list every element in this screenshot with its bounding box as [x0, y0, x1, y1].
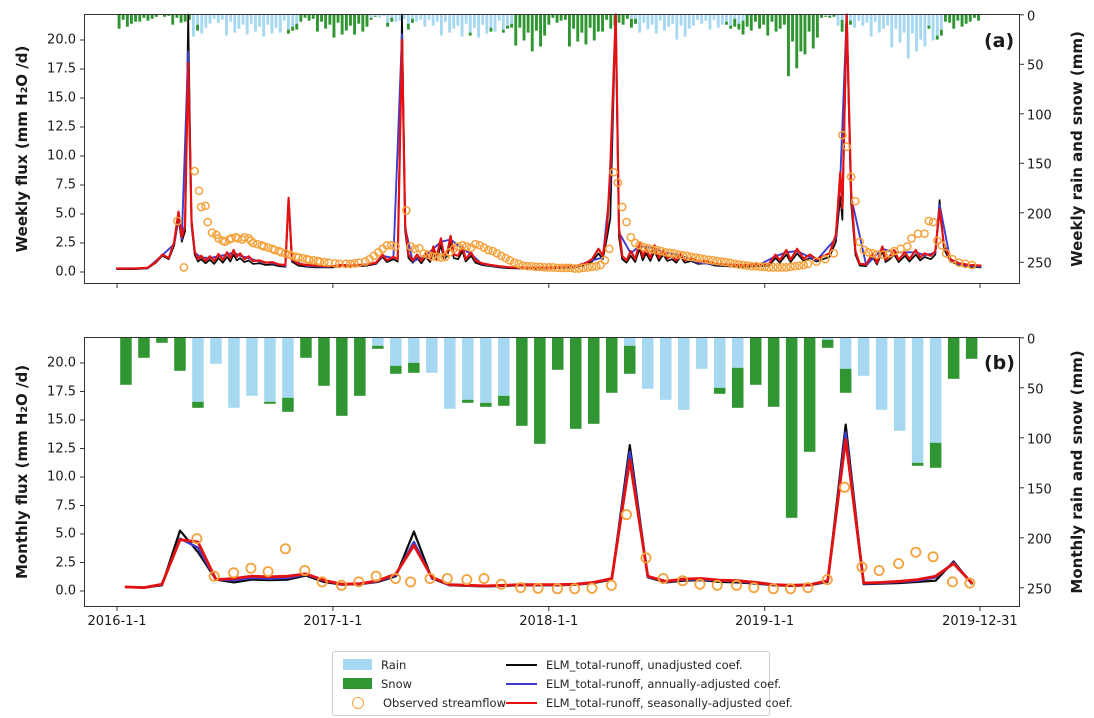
flux-tick-label: 2.5	[55, 235, 76, 251]
legend-item-label: Snow	[381, 676, 413, 691]
black-line-swatch-icon	[505, 663, 537, 666]
flux-tick-label: 0.0	[55, 583, 76, 599]
legend-item-snow: Snow	[343, 675, 506, 693]
precip-tick-label: 100	[1027, 108, 1052, 124]
runoff-line-1	[116, 13, 982, 270]
flux-tick-label: 15.0	[47, 412, 76, 428]
panel-a-flux-axis-title: Weekly flux (mm H₂O /d)	[13, 45, 31, 253]
precip-tick-label: 50	[1027, 382, 1044, 398]
precip-tick-label: 200	[1027, 207, 1052, 223]
observed-streamflow-marker-icon	[352, 696, 364, 709]
flux-tick-label: 17.5	[47, 61, 76, 77]
flux-tick-label: 10.0	[47, 469, 76, 485]
panel-a-label: (a)	[984, 30, 1015, 52]
flux-tick-label: 7.5	[55, 177, 76, 193]
panel-border	[84, 337, 1020, 607]
date-tick-label: 2016-1-1	[87, 614, 147, 629]
legend-column-precip: Rain Snow Observed streamflow	[343, 656, 506, 712]
legend-item-observed: Observed streamflow	[343, 694, 506, 712]
precip-tick-label: 150	[1027, 482, 1052, 498]
date-tick-label: 2018-1-1	[519, 614, 579, 629]
date-tick-label: 2019-1-1	[735, 614, 795, 629]
observed-streamflow-points	[173, 130, 977, 273]
legend-item-label: Observed streamflow	[383, 695, 506, 710]
runoff-line-2	[124, 438, 973, 590]
flux-tick-label: 7.5	[55, 498, 76, 513]
runoff-line-2	[115, 13, 982, 270]
flux-tick-label: 12.5	[47, 119, 76, 135]
precip-tick-label: 250	[1027, 582, 1052, 598]
legend-item-label: ELM_total-runoff, seasonally-adjusted co…	[545, 695, 793, 710]
snow-swatch-icon	[343, 678, 372, 689]
precip-bars-group	[117, 14, 980, 77]
panel-b-precip-axis-title: Monthly rain and snow (mm)	[1068, 350, 1086, 594]
date-tick-label: 2017-1-1	[303, 614, 363, 629]
panel-b-label: (b)	[984, 352, 1015, 374]
flux-tick-label: 15.0	[47, 90, 76, 106]
precip-tick-label: 50	[1027, 58, 1044, 74]
red-line-swatch-icon	[505, 701, 537, 704]
legend-item-label: ELM_total-runoff, unadjusted coef.	[545, 657, 743, 672]
date-tick-label: 2019-12-31	[942, 614, 1018, 629]
flux-tick-label: 20.0	[47, 355, 76, 371]
legend-column-runoff: ELM_total-runoff, unadjusted coef. ELM_t…	[505, 656, 793, 712]
flux-tick-label: 5.0	[55, 206, 76, 222]
flux-tick-label: 2.5	[55, 555, 76, 570]
panel-border	[84, 14, 1020, 284]
flux-tick-label: 12.5	[47, 441, 76, 456]
panel-a-plot	[80, 13, 1024, 288]
flux-tick-label: 20.0	[47, 32, 76, 48]
precip-tick-label: 0	[1027, 9, 1036, 25]
legend-item-label: ELM_total-runoff, annually-adjusted coef…	[545, 676, 782, 691]
rain-swatch-icon	[343, 659, 372, 670]
runoff-line-0	[116, 13, 982, 270]
legend-item-label: Rain	[381, 657, 407, 672]
precip-bars-group	[120, 337, 978, 518]
precip-tick-label: 150	[1027, 157, 1052, 173]
flux-tick-label: 0.0	[55, 264, 76, 280]
legend-item-unadjusted: ELM_total-runoff, unadjusted coef.	[505, 656, 793, 674]
legend-item-seasonally-adjusted: ELM_total-runoff, seasonally-adjusted co…	[505, 694, 793, 712]
observed-streamflow-points	[191, 481, 976, 595]
flux-tick-label: 5.0	[55, 526, 76, 542]
blue-line-swatch-icon	[505, 682, 537, 685]
precip-tick-label: 0	[1027, 332, 1036, 348]
flux-tick-label: 10.0	[47, 148, 76, 164]
panel-b-flux-axis-title: Monthly flux (mm H₂O /d)	[13, 364, 31, 580]
panel-b-plot	[80, 337, 1024, 611]
legend-item-annually-adjusted: ELM_total-runoff, annually-adjusted coef…	[505, 675, 793, 693]
legend: Rain Snow Observed streamflow ELM_total-…	[332, 651, 793, 716]
flux-tick-label: 17.5	[47, 384, 76, 399]
precip-tick-label: 200	[1027, 532, 1052, 548]
precip-tick-label: 250	[1027, 256, 1052, 272]
precip-tick-label: 100	[1027, 432, 1052, 448]
panel-a-precip-axis-title: Weekly rain and snow (mm)	[1068, 31, 1086, 267]
legend-item-rain: Rain	[343, 656, 506, 674]
